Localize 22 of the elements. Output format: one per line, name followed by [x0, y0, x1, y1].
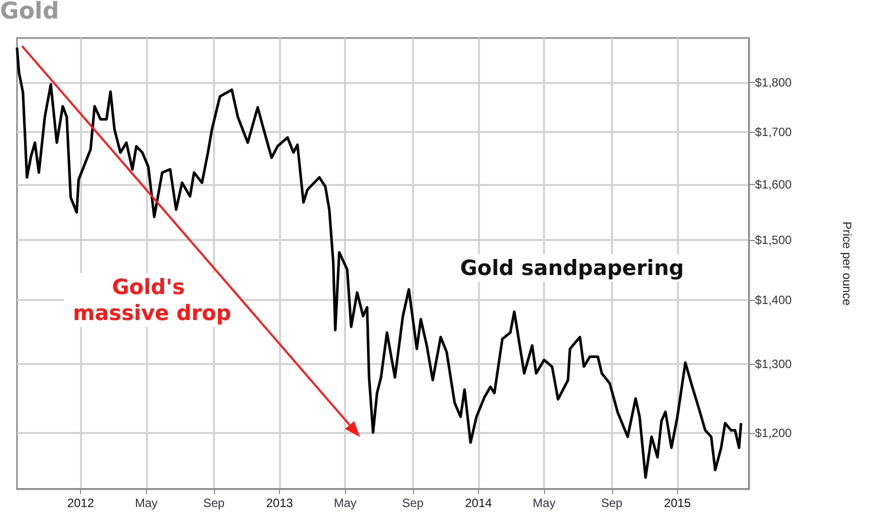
y-tick-label: $1,400	[755, 292, 792, 307]
y-tick-label: $1,800	[755, 75, 792, 90]
x-tick-label: May	[334, 496, 357, 510]
y-tick-label: $1,200	[755, 426, 792, 440]
x-tick-label: 2015	[664, 496, 692, 510]
y-tick-label: $1,600	[755, 177, 792, 192]
x-tick-label: Sep	[402, 496, 424, 510]
y-tick-label: $1,300	[755, 356, 792, 371]
y-axis-title: Price per ounce	[840, 221, 854, 306]
x-tick-label: May	[532, 496, 556, 510]
y-tick-label: $1,500	[755, 233, 792, 248]
x-tick-label: 2012	[67, 496, 94, 510]
x-tick-label: Sep	[601, 496, 623, 510]
x-tick-label: 2014	[465, 496, 492, 510]
annotation: Gold's massive drop	[72, 275, 232, 325]
line-series	[16, 46, 742, 479]
x-tick-label: Sep	[203, 496, 225, 510]
y-tick-label: $1,700	[755, 124, 792, 139]
annotation: Gold sandpapering	[460, 256, 684, 280]
chart-title: Gold	[0, 0, 60, 24]
x-tick-label: 2013	[266, 496, 294, 510]
x-tick-label: May	[134, 496, 158, 510]
